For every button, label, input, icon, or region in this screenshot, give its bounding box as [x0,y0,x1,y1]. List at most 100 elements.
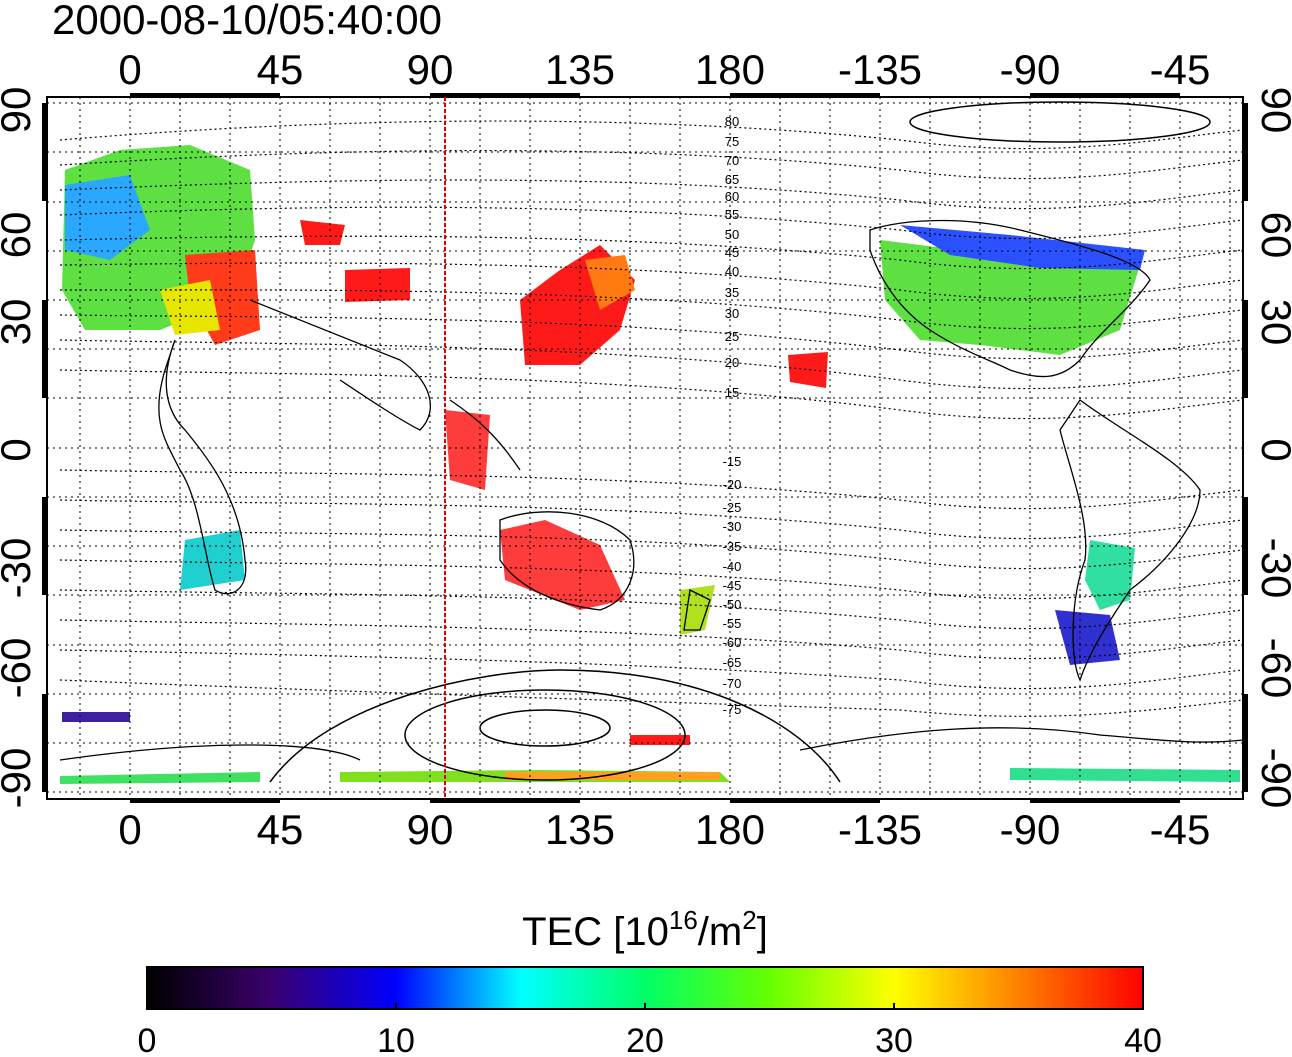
right-latitude-tick-label: 30 [1253,299,1292,346]
top-longitude-tick-label: -135 [838,46,922,93]
top-longitude-tick-label: -45 [1150,46,1211,93]
contour-label: -25 [723,500,742,515]
map-grid [47,97,1243,799]
left-latitude-tick-label: -90 [0,748,39,809]
colorbar-tick-label: 40 [1124,1022,1162,1057]
bottom-longitude-tick-label: 0 [118,806,141,853]
tec-data-patches [60,145,1240,784]
right-latitude-tick-label: -90 [1253,748,1292,809]
top-longitude-tick-label: 180 [695,46,765,93]
tec-patch-se-asia [445,410,490,490]
contour-labels-south: -15 -20 -25 -30 -35 -40 -45 -50 -55 -60 -65 -70 -75 [723,454,742,717]
left-latitude-tick-label: 60 [0,212,39,259]
tec-patch-antarctic-red [630,735,690,745]
tec-patch-antarctic-strip [60,772,260,784]
colorbar-label-mid: /m [698,910,742,954]
right-latitude-tick-label: 90 [1253,87,1292,134]
left-latitude-tick-label: 0 [0,438,39,461]
tec-patch-central-asia [345,268,410,302]
right-latitude-tick-label: 0 [1253,438,1292,461]
magnetic-contours [59,120,1243,717]
contour-label: -50 [723,597,742,612]
contour-label: 20 [725,355,739,370]
colorbar-tick-label: 0 [138,1022,157,1057]
contour-label: -30 [723,519,742,534]
contour-label: -35 [723,539,742,554]
tec-patch-australia [500,520,625,610]
left-latitude-tick-label: -30 [0,538,39,599]
contour-label: 40 [725,264,739,279]
contour-label: 75 [725,134,739,149]
contour-label: -70 [723,676,742,691]
tec-patch-antarctic-west [62,712,130,722]
coastlines [59,219,1243,761]
right-latitude-axis: 90 60 30 0 -30 -60 -90 [1253,87,1292,809]
top-longitude-tick-label: 45 [257,46,304,93]
contour-label: 80 [725,114,739,129]
left-latitude-tick-label: -60 [0,638,39,699]
map-title: 2000-08-10/05:40:00 [52,0,442,43]
tec-patch-patagonia [1055,610,1120,665]
contour-labels-north: 80 75 70 65 60 55 50 45 40 35 30 25 20 15 [725,114,739,400]
top-longitude-tick-label: 135 [545,46,615,93]
tec-patch-japan [585,255,635,310]
tec-patch-canada [900,225,1145,270]
bottom-longitude-tick-label: 180 [695,806,765,853]
contour-label: 55 [725,207,739,222]
contour-label: -75 [723,702,742,717]
frame-ticks [42,93,1248,803]
bottom-longitude-tick-label: 135 [545,806,615,853]
right-latitude-tick-label: 60 [1253,212,1292,259]
contour-label: 70 [725,153,739,168]
contour-label: -55 [723,616,742,631]
tec-patch-asia-red [300,220,345,245]
colorbar-ticks: 0 10 20 30 40 [138,1003,1162,1057]
polar-contours [269,101,1211,783]
contour-label: 25 [725,329,739,344]
contour-label: -40 [723,559,742,574]
contour-label: 50 [725,227,739,242]
left-latitude-tick-label: 30 [0,299,39,346]
contour-label: -15 [723,454,742,469]
map-panel: 80 75 70 65 60 55 50 45 40 35 30 25 20 15 -15 -20 -25 -3… [42,93,1248,803]
contour-label: 60 [725,189,739,204]
top-longitude-tick-label: 90 [407,46,454,93]
left-latitude-axis: 90 60 30 0 -30 -60 -90 [0,87,39,809]
tec-patch-north-america [880,240,1140,355]
contour-label: 30 [725,306,739,321]
colorbar-label-main: TEC [10 [522,910,669,954]
tec-patch-south-america [1085,540,1135,610]
colorbar-tick-label: 20 [626,1022,664,1057]
tec-patch-antarctic-strip-3 [505,772,720,780]
tec-patch-europe-yellow [160,280,220,335]
colorbar-label: TEC [1016/m2] [522,905,768,954]
tec-patch-hawaii [788,352,828,388]
colorbar-tick-label: 10 [377,1022,415,1057]
right-latitude-tick-label: -60 [1253,638,1292,699]
colorbar-label-exp2: 2 [742,905,756,935]
top-longitude-tick-label: 0 [118,46,141,93]
contour-label: -45 [723,578,742,593]
left-latitude-tick-label: 90 [0,87,39,134]
tec-patch-europe-west [65,175,150,260]
contour-label: -65 [723,655,742,670]
top-longitude-axis: 0 45 90 135 180 -135 -90 -45 [118,46,1210,93]
tec-patch-south-africa [180,530,245,590]
tec-patch-antarctic-strip-4 [1010,768,1240,782]
contour-label: 35 [725,285,739,300]
contour-label: -60 [723,635,742,650]
colorbar: TEC [1016/m2] 0 10 20 30 40 [138,905,1162,1057]
colorbar-tick-label: 30 [875,1022,913,1057]
contour-label: 15 [725,385,739,400]
contour-label: 65 [725,172,739,187]
bottom-longitude-tick-label: -90 [1000,806,1061,853]
colorbar-gradient [146,966,1144,1010]
bottom-longitude-tick-label: -45 [1150,806,1211,853]
bottom-longitude-axis: 0 45 90 135 180 -135 -90 -45 [118,806,1210,853]
bottom-longitude-tick-label: 90 [407,806,454,853]
bottom-longitude-tick-label: 45 [257,806,304,853]
contour-label: -20 [723,477,742,492]
bottom-longitude-tick-label: -135 [838,806,922,853]
contour-label: 45 [725,245,739,260]
